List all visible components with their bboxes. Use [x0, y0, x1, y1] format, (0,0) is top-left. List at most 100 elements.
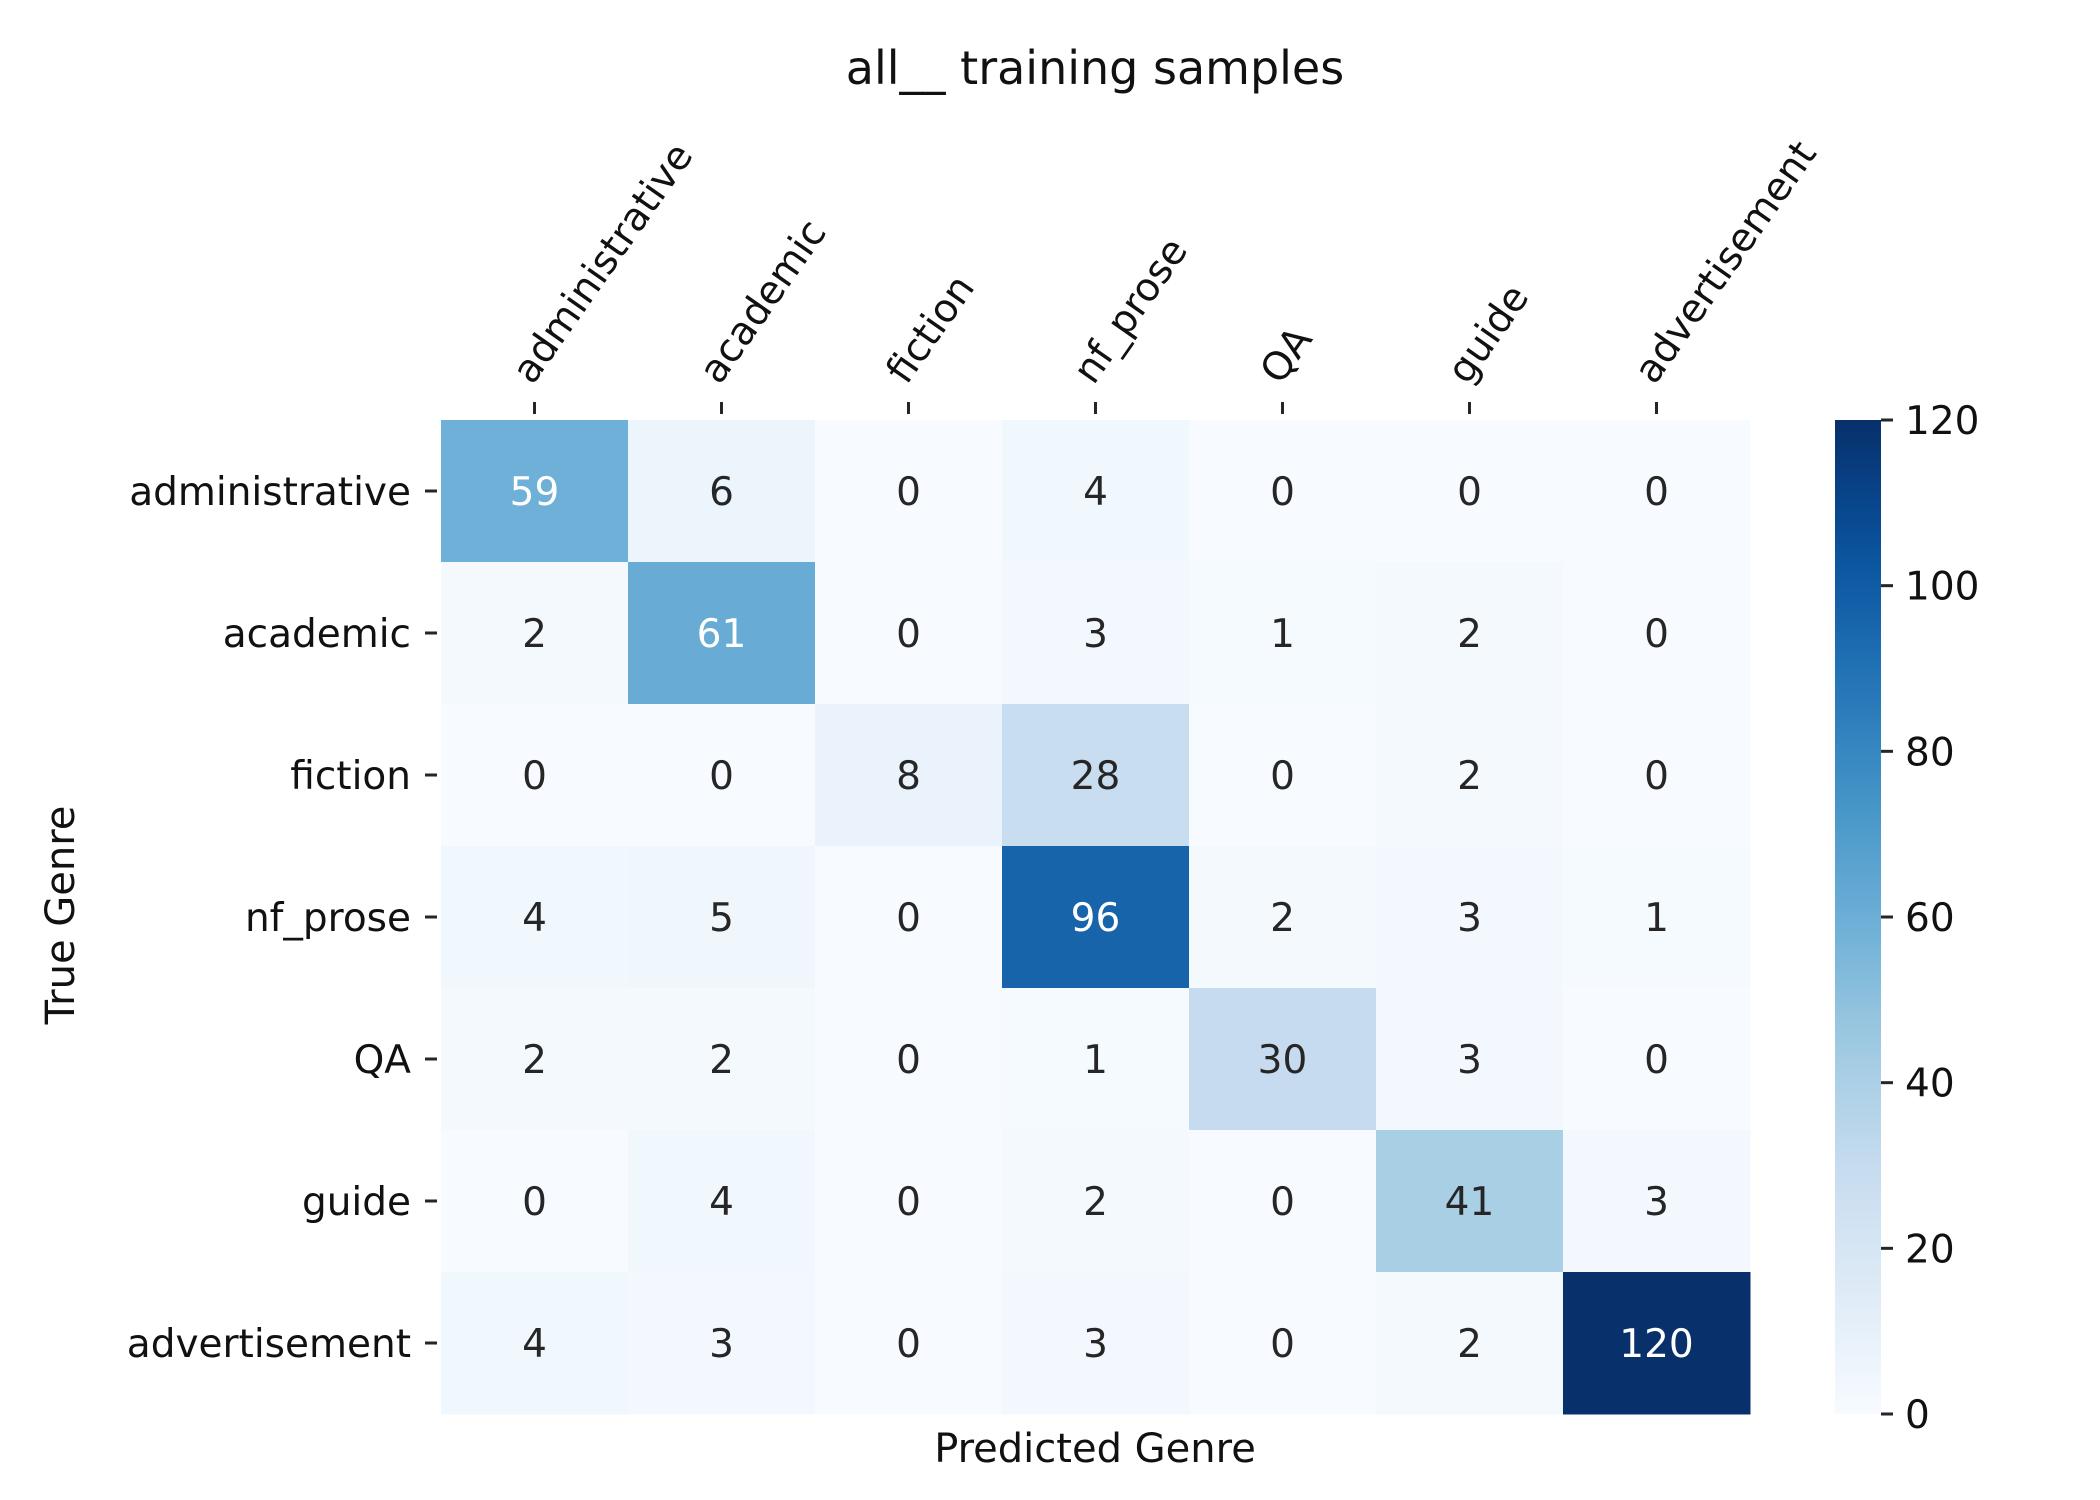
heatmap-cell	[628, 420, 816, 563]
heatmap-cell	[1002, 1272, 1190, 1415]
heatmap-cell	[1189, 988, 1377, 1131]
cell-value-label: 2	[709, 1038, 734, 1083]
heatmap-cell	[1002, 704, 1190, 847]
cell-value-label: 0	[896, 612, 921, 657]
cell-value-label: 0	[1457, 470, 1482, 515]
heatmap-cell	[1189, 704, 1377, 847]
colorbar-tick-label: 40	[1905, 1062, 1955, 1107]
colorbar-tick-label: 20	[1905, 1227, 1955, 1272]
heatmap-cell	[441, 1272, 629, 1415]
colorbar: 0 20 40 60 80 100 120	[1835, 399, 1979, 1438]
x-tick-label: administrative	[504, 135, 702, 392]
cell-value-label: 3	[709, 1322, 734, 1367]
heatmap-cell	[1189, 1272, 1377, 1415]
cell-value-label: 59	[510, 470, 560, 515]
heatmap-cell	[1563, 988, 1751, 1131]
heatmap-cell	[1189, 562, 1377, 705]
heatmap-cell	[441, 988, 629, 1131]
cell-value-label: 1	[1644, 896, 1669, 941]
cell-value-label: 30	[1258, 1038, 1308, 1083]
cell-value-label: 5	[709, 896, 734, 941]
colorbar-tick-label: 100	[1905, 565, 1979, 610]
heatmap-cell	[815, 704, 1003, 847]
x-tick-label: advertisement	[1626, 133, 1826, 392]
heatmap-cell	[815, 846, 1003, 989]
x-axis-label: Predicted Genre	[934, 1426, 1256, 1472]
cell-value-label: 61	[697, 612, 747, 657]
colorbar-gradient	[1835, 420, 1881, 1414]
heatmap-cell	[1002, 988, 1190, 1131]
cell-value-label: 1	[1270, 612, 1295, 657]
x-tick-label: nf_prose	[1065, 230, 1197, 392]
heatmap-cell	[1376, 1130, 1564, 1273]
heatmap-cell	[1376, 988, 1564, 1131]
heatmap-cell	[1002, 420, 1190, 563]
y-axis-ticks: administrative academic fiction nf_prose QA g…	[127, 470, 437, 1367]
chart-title: all__ training samples	[846, 41, 1344, 95]
heatmap-cell	[1002, 1130, 1190, 1273]
y-tick-label: administrative	[129, 470, 411, 515]
heatmap-cell	[1563, 704, 1751, 847]
x-tick-label: fiction	[878, 267, 984, 392]
heatmap-cell	[815, 562, 1003, 705]
cell-value-label: 0	[1644, 1038, 1669, 1083]
heatmap-cell	[815, 988, 1003, 1131]
colorbar-tick-label: 0	[1905, 1393, 1930, 1438]
heatmap-cell	[628, 704, 816, 847]
y-tick-label: QA	[354, 1038, 412, 1083]
colorbar-tick-label: 60	[1905, 896, 1955, 941]
cell-value-label: 0	[896, 1180, 921, 1225]
cell-value-label: 0	[1270, 1322, 1295, 1367]
cell-value-label: 0	[1270, 470, 1295, 515]
cell-value-label: 2	[1457, 612, 1482, 657]
x-tick-label: guide	[1439, 277, 1538, 392]
cell-value-label: 28	[1071, 754, 1121, 799]
heatmap-cell	[1376, 846, 1564, 989]
y-tick-label: academic	[223, 612, 411, 657]
cell-value-label: 4	[709, 1180, 734, 1225]
cell-value-label: 1	[1083, 1038, 1108, 1083]
cell-value-label: 120	[1619, 1322, 1693, 1367]
heatmap-cell	[441, 420, 629, 563]
cell-value-label: 0	[896, 1322, 921, 1367]
colorbar-tick-label: 80	[1905, 730, 1955, 775]
heatmap-cell	[441, 1130, 629, 1273]
y-tick-label: advertisement	[127, 1322, 411, 1367]
cell-value-label: 4	[522, 1322, 547, 1367]
cell-value-label: 2	[522, 612, 547, 657]
heatmap-cell	[1563, 1130, 1751, 1273]
y-axis-label: True Genre	[38, 806, 84, 1026]
cell-value-label: 0	[1270, 754, 1295, 799]
heatmap-cell	[628, 1130, 816, 1273]
heatmap-cell	[628, 562, 816, 705]
cell-value-label: 3	[1644, 1180, 1669, 1225]
cell-value-label: 0	[896, 1038, 921, 1083]
heatmap-cell	[1563, 562, 1751, 705]
cell-value-label: 0	[1270, 1180, 1295, 1225]
heatmap-cell	[1376, 1272, 1564, 1415]
heatmap-cell	[628, 846, 816, 989]
cell-value-label: 2	[1083, 1180, 1108, 1225]
cell-value-label: 41	[1445, 1180, 1495, 1225]
heatmap-cell	[1376, 704, 1564, 847]
heatmap-cell	[815, 1130, 1003, 1273]
heatmap-cell	[1002, 846, 1190, 989]
cell-value-label: 3	[1083, 612, 1108, 657]
heatmap-cells: 59 6 0 4 0 0 02 61 0 3 1 2 00 0 8 28 0 2 04 5 0 96 2 3 12 2 0 1 30 3 0…	[441, 420, 1751, 1415]
heatmap-cell	[815, 1272, 1003, 1415]
colorbar-tick-label: 120	[1905, 399, 1979, 444]
y-tick-label: fiction	[290, 754, 411, 799]
cell-value-label: 3	[1083, 1322, 1108, 1367]
y-tick-label: guide	[302, 1180, 411, 1225]
heatmap-cell	[628, 1272, 816, 1415]
cell-value-label: 2	[1270, 896, 1295, 941]
cell-value-label: 0	[1644, 754, 1669, 799]
cell-value-label: 0	[709, 754, 734, 799]
heatmap-cell	[1189, 420, 1377, 563]
heatmap-cell	[441, 562, 629, 705]
cell-value-label: 2	[1457, 754, 1482, 799]
cell-value-label: 0	[1644, 612, 1669, 657]
cell-value-label: 3	[1457, 1038, 1482, 1083]
